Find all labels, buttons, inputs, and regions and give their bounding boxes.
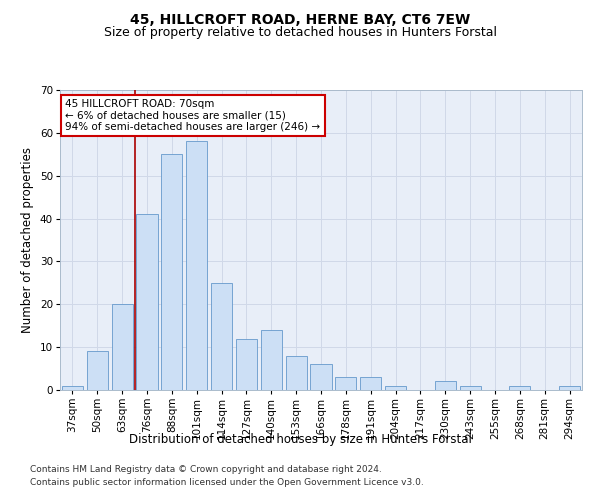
Bar [161, 154, 182, 390]
Bar [87, 352, 108, 390]
Bar [460, 386, 481, 390]
Text: Distribution of detached houses by size in Hunters Forstal: Distribution of detached houses by size … [128, 432, 472, 446]
Text: 45, HILLCROFT ROAD, HERNE BAY, CT6 7EW: 45, HILLCROFT ROAD, HERNE BAY, CT6 7EW [130, 12, 470, 26]
Bar [559, 386, 580, 390]
Bar [236, 338, 257, 390]
Text: Size of property relative to detached houses in Hunters Forstal: Size of property relative to detached ho… [104, 26, 497, 39]
Text: Contains HM Land Registry data © Crown copyright and database right 2024.: Contains HM Land Registry data © Crown c… [30, 466, 382, 474]
Y-axis label: Number of detached properties: Number of detached properties [22, 147, 34, 333]
Text: 45 HILLCROFT ROAD: 70sqm
← 6% of detached houses are smaller (15)
94% of semi-de: 45 HILLCROFT ROAD: 70sqm ← 6% of detache… [65, 99, 320, 132]
Bar [360, 377, 381, 390]
Bar [385, 386, 406, 390]
Bar [286, 356, 307, 390]
Bar [435, 382, 456, 390]
Text: Contains public sector information licensed under the Open Government Licence v3: Contains public sector information licen… [30, 478, 424, 487]
Bar [310, 364, 332, 390]
Bar [186, 142, 207, 390]
Bar [335, 377, 356, 390]
Bar [136, 214, 158, 390]
Bar [112, 304, 133, 390]
Bar [211, 283, 232, 390]
Bar [509, 386, 530, 390]
Bar [261, 330, 282, 390]
Bar [62, 386, 83, 390]
